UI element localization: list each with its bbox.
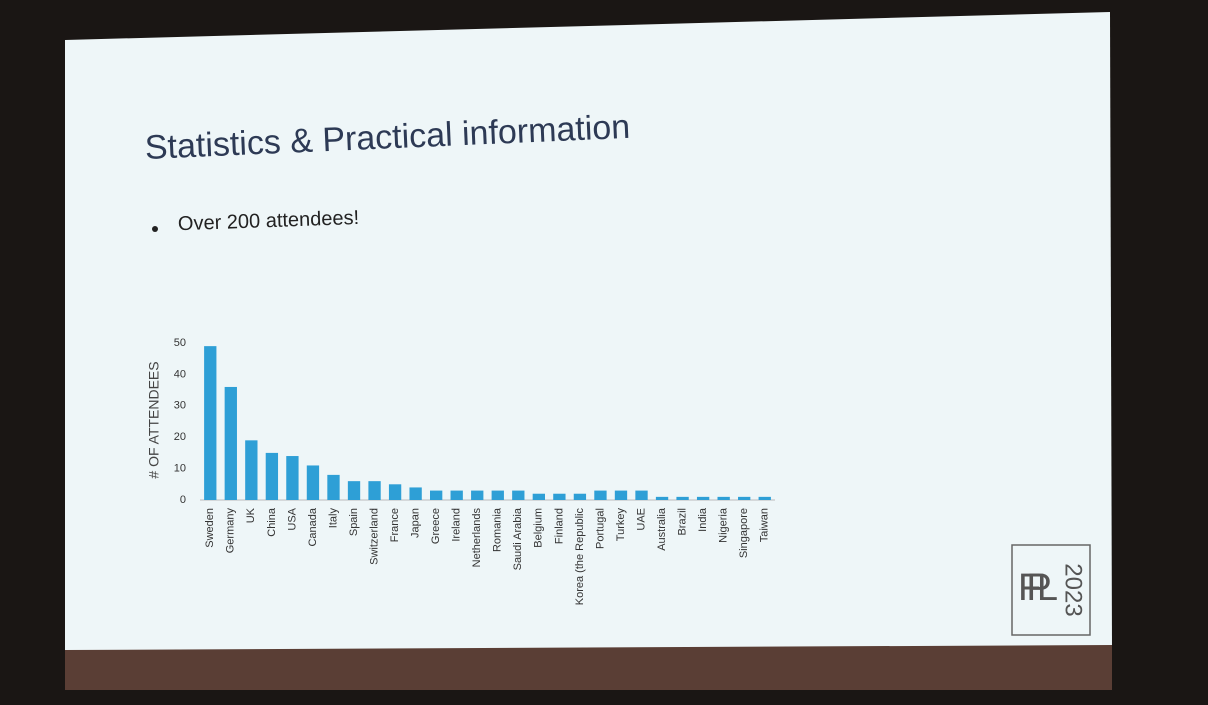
bar <box>759 497 771 500</box>
bar <box>492 491 504 500</box>
bar <box>615 491 627 500</box>
y-axis-title: # OF ATTENDEES <box>146 361 162 478</box>
bar <box>512 491 524 500</box>
x-tick-label: UAE <box>635 508 647 531</box>
y-tick-label: 50 <box>174 337 186 349</box>
y-tick-label: 30 <box>174 400 186 412</box>
bar <box>553 494 565 500</box>
bar <box>738 497 750 500</box>
x-tick-label: UK <box>245 507 257 523</box>
bar <box>676 497 688 500</box>
x-tick-label: Nigeria <box>718 507 730 543</box>
x-tick-label: Netherlands <box>471 508 483 568</box>
x-tick-label: Singapore <box>738 508 750 558</box>
bar <box>718 497 730 500</box>
bar <box>533 494 545 500</box>
x-tick-label: Finland <box>553 508 565 544</box>
bar <box>286 456 298 500</box>
x-tick-label: Japan <box>410 508 422 538</box>
y-tick-label: 40 <box>174 368 186 380</box>
x-tick-label: Sweden <box>204 508 216 548</box>
y-tick-label: 10 <box>174 463 186 475</box>
bar <box>348 481 360 500</box>
bar <box>656 497 668 500</box>
bar <box>266 453 278 500</box>
y-tick-label: 0 <box>180 494 186 506</box>
bar <box>307 465 319 500</box>
bar <box>594 491 606 500</box>
bar <box>389 484 401 500</box>
x-tick-label: Spain <box>348 508 360 536</box>
bar <box>245 440 257 500</box>
x-tick-label: Belgium <box>533 508 545 548</box>
x-tick-label: Taiwan <box>759 508 771 542</box>
bullet-dot <box>152 226 158 232</box>
x-tick-label: Brazil <box>676 508 688 536</box>
x-tick-label: Turkey <box>615 508 627 542</box>
bar <box>451 491 463 500</box>
x-tick-label: China <box>266 507 278 537</box>
x-tick-label: Portugal <box>594 508 606 549</box>
x-tick-label: France <box>389 508 401 542</box>
bar <box>635 491 647 500</box>
chart: Statistics & Practical information Over … <box>0 0 1208 700</box>
logo-letters: FPL <box>1018 567 1058 609</box>
bar <box>697 497 709 500</box>
y-tick-label: 20 <box>174 431 186 443</box>
x-tick-label: Korea (the Republic <box>574 508 586 606</box>
x-tick-label: Australia <box>656 507 668 551</box>
bar <box>409 487 421 500</box>
bar <box>368 481 380 500</box>
x-tick-label: Greece <box>430 508 442 544</box>
bar <box>471 491 483 500</box>
x-tick-label: Canada <box>307 507 319 546</box>
x-tick-label: Italy <box>327 508 339 529</box>
logo-year: 2023 <box>1060 563 1087 616</box>
x-tick-label: Romania <box>492 507 504 552</box>
x-tick-label: USA <box>286 507 298 530</box>
x-tick-label: Germany <box>225 508 237 554</box>
x-tick-label: Ireland <box>451 508 463 542</box>
page: Statistics & Practical information Over … <box>0 0 1208 700</box>
bar <box>327 475 339 500</box>
slide-edge <box>65 645 1112 690</box>
x-tick-label: India <box>697 507 709 532</box>
bar <box>225 387 237 500</box>
x-tick-label: Saudi Arabia <box>512 507 524 570</box>
x-tick-label: Switzerland <box>368 508 380 565</box>
bar <box>574 494 586 500</box>
bar <box>204 346 216 500</box>
bar <box>430 491 442 500</box>
